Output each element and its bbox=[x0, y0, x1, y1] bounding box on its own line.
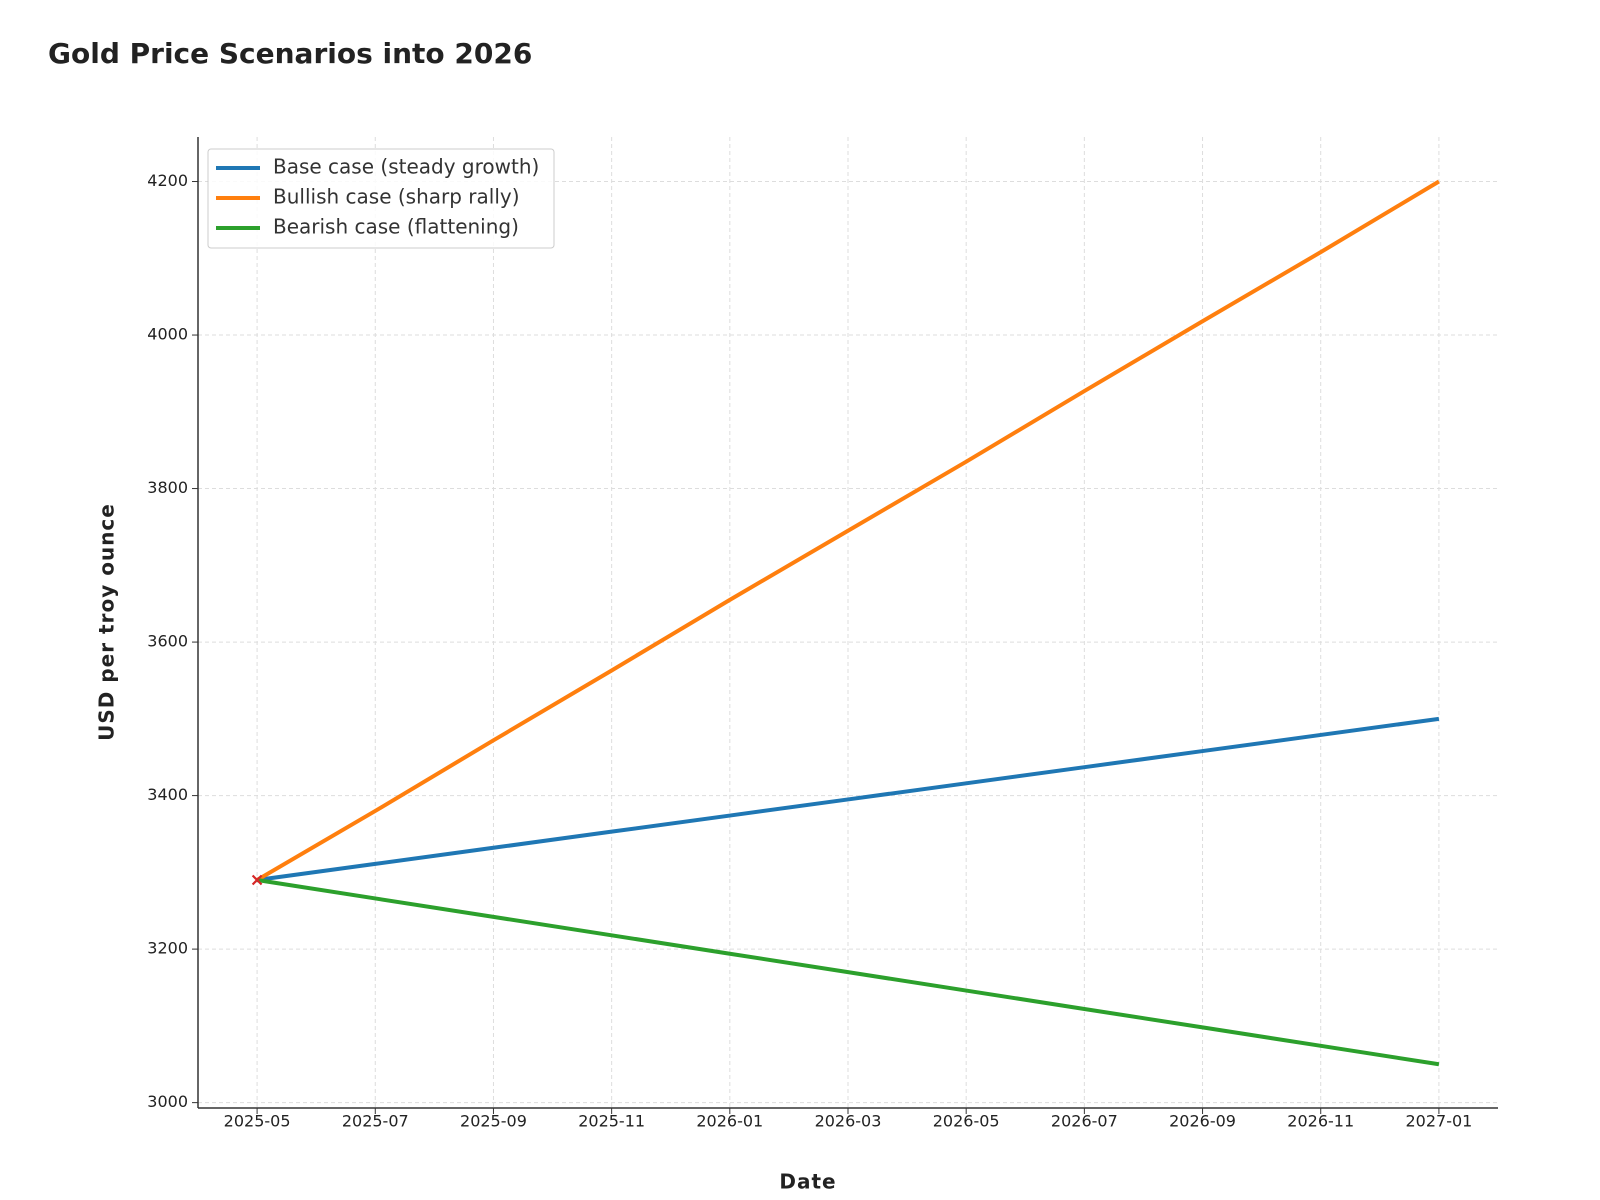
legend-label: Bullish case (sharp rally) bbox=[273, 185, 520, 209]
y-tick-label: 3600 bbox=[147, 632, 188, 651]
y-tick-label: 3200 bbox=[147, 939, 188, 958]
y-axis-label: USD per troy ounce bbox=[95, 503, 119, 741]
plot-area bbox=[256, 179, 1440, 1067]
x-tick-label: 2025-09 bbox=[460, 1112, 527, 1131]
y-tick-label: 3000 bbox=[147, 1092, 188, 1111]
y-tick-label: 3400 bbox=[147, 785, 188, 804]
x-tick-label: 2026-07 bbox=[1051, 1112, 1118, 1131]
x-tick-label: 2026-01 bbox=[696, 1112, 763, 1131]
series-line bbox=[256, 878, 1440, 1067]
x-tick-label: 2026-09 bbox=[1169, 1112, 1236, 1131]
y-tick-label: 3800 bbox=[147, 478, 188, 497]
grid bbox=[198, 137, 1498, 1108]
legend-label: Base case (steady growth) bbox=[273, 155, 539, 179]
x-tick-label: 2026-03 bbox=[815, 1112, 882, 1131]
legend-box bbox=[207, 148, 555, 249]
x-tick-label: 2025-11 bbox=[578, 1112, 645, 1131]
x-tick-label: 2025-05 bbox=[224, 1112, 291, 1131]
start-marker bbox=[251, 874, 263, 886]
series-line bbox=[256, 179, 1440, 882]
x-tick-label: 2027-01 bbox=[1405, 1112, 1472, 1131]
marker-stroke bbox=[251, 874, 263, 886]
y-tick-label: 4000 bbox=[147, 325, 188, 344]
y-tick-label: 4200 bbox=[147, 171, 188, 190]
legend-label: Bearish case (flattening) bbox=[273, 215, 519, 239]
x-tick-label: 2025-07 bbox=[342, 1112, 409, 1131]
x-axis-label: Date bbox=[779, 1170, 836, 1194]
x-tick-label: 2026-11 bbox=[1287, 1112, 1354, 1131]
chart-title: Gold Price Scenarios into 2026 bbox=[48, 37, 532, 70]
x-tick-label: 2026-05 bbox=[933, 1112, 1000, 1131]
series-line bbox=[256, 716, 1440, 883]
